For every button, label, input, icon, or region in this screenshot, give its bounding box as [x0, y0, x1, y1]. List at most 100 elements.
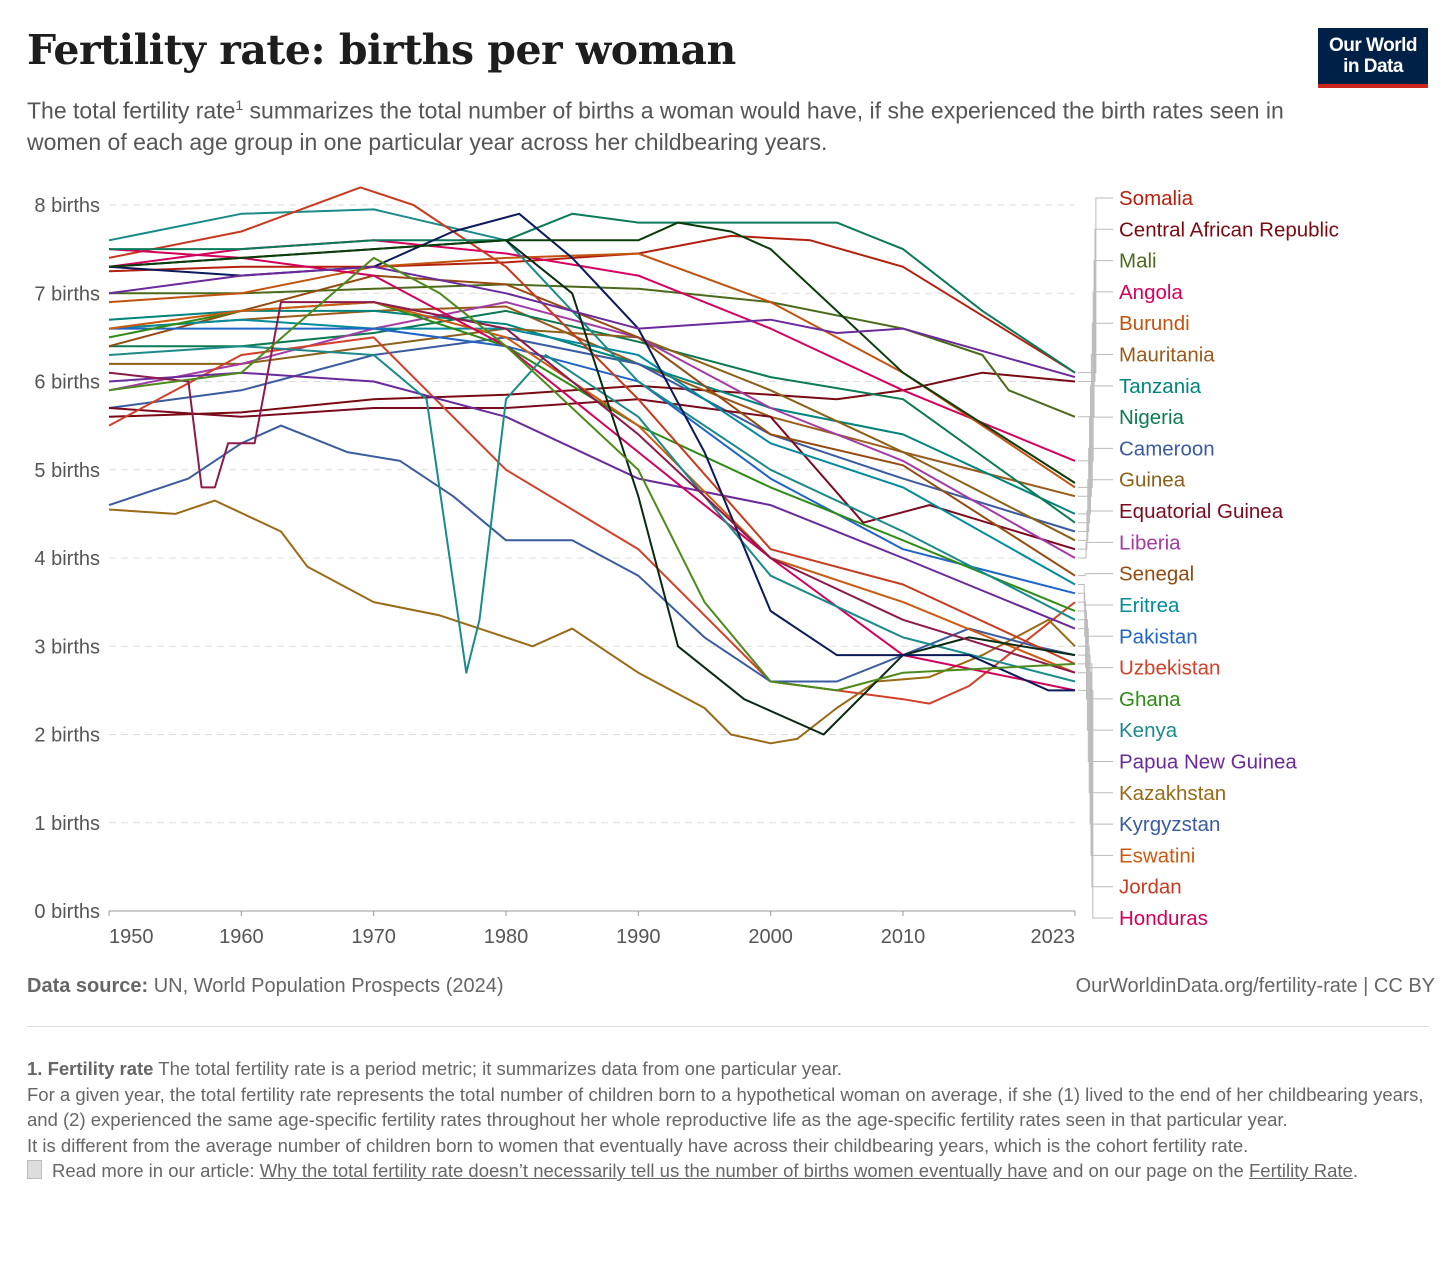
footnotes: 1. Fertility rate The total fertility ra…	[27, 1056, 1427, 1184]
series-line-liberia	[108, 301, 1076, 559]
legend-connector	[1078, 592, 1113, 637]
x-tick-label: 1960	[219, 926, 264, 948]
series-line-honduras	[108, 248, 1076, 692]
legend-label[interactable]: Kazakhstan	[1119, 782, 1226, 805]
series-line-unlabeled-24	[108, 345, 1076, 683]
series-line-burundi	[108, 252, 1076, 489]
legend-label[interactable]: Senegal	[1119, 563, 1194, 586]
y-tick-label: 2 births	[34, 725, 100, 747]
legend-label[interactable]: Ghana	[1119, 688, 1181, 711]
legend-label[interactable]: Tanzania	[1119, 375, 1202, 398]
series-line-kazakhstan	[108, 499, 1076, 745]
series-line-equatorial-guinea	[108, 398, 1076, 551]
y-tick-label: 0 births	[34, 901, 100, 923]
legend-label[interactable]: Uzbekistan	[1119, 657, 1220, 680]
note-paragraph: It is different from the average number …	[27, 1134, 1249, 1156]
x-tick-label: 2023	[1031, 926, 1076, 948]
series-line-unlabeled-26	[109, 212, 1076, 374]
y-tick-label: 1 births	[34, 813, 100, 835]
legend-connector	[1078, 654, 1113, 825]
subtitle-text: The total fertility rate	[27, 97, 236, 124]
legend-label[interactable]: Nigeria	[1119, 406, 1185, 429]
legend-connector	[1078, 541, 1113, 559]
fertility-rate-link[interactable]: Fertility Rate	[1249, 1160, 1353, 1181]
legend-connector	[1078, 573, 1113, 577]
legend-label[interactable]: Mali	[1119, 250, 1157, 273]
y-tick-label: 7 births	[34, 283, 100, 305]
legend-label[interactable]: Burundi	[1119, 312, 1190, 335]
series-line-papua-new-guinea	[108, 371, 1076, 630]
logo-line-2: in Data	[1343, 56, 1403, 77]
legend-label[interactable]: Papua New Guinea	[1119, 750, 1297, 773]
legend-label[interactable]: Pakistan	[1119, 625, 1198, 648]
chart-url[interactable]: OurWorldinData.org/fertility-rate | CC B…	[1075, 975, 1435, 997]
note-text: The total fertility rate is a period met…	[153, 1058, 843, 1079]
series-line-unlabeled-31	[108, 256, 1076, 692]
divider	[27, 1026, 1429, 1027]
x-tick-label: 1990	[616, 926, 661, 948]
owid-logo[interactable]: Our World in Data	[1318, 28, 1428, 88]
legend-label[interactable]: Mauritania	[1119, 344, 1215, 367]
legend-connector	[1078, 628, 1113, 762]
x-tick-label: 1970	[351, 926, 396, 948]
series-line-nigeria	[109, 309, 1076, 524]
series-line-pakistan	[109, 327, 1076, 595]
period: .	[1352, 1160, 1358, 1181]
y-tick-label: 5 births	[34, 460, 100, 482]
chart-title: Fertility rate: births per woman	[27, 26, 736, 74]
legend-label[interactable]: Central African Republic	[1119, 218, 1339, 241]
x-tick-label: 1950	[109, 926, 154, 948]
legend-connector	[1078, 260, 1113, 418]
series-line-unlabeled-28	[108, 221, 1076, 484]
series-line-kyrgyzstan	[108, 424, 1076, 683]
note-title: 1. Fertility rate	[27, 1058, 154, 1079]
article-link[interactable]: Why the total fertility rate doesn’t nec…	[259, 1160, 1048, 1181]
legend-label[interactable]: Equatorial Guinea	[1119, 500, 1284, 523]
y-tick-label: 8 births	[34, 195, 100, 217]
legend-label[interactable]: Angola	[1119, 281, 1183, 304]
legend-connector	[1078, 689, 1113, 919]
series-line-uzbekistan	[108, 336, 1076, 705]
legend-connector	[1078, 197, 1113, 374]
read-more-mid: and on our page on the	[1047, 1160, 1249, 1181]
chart-subtitle: The total fertility rate1 summarizes the…	[27, 90, 1307, 158]
legend-connector	[1078, 322, 1113, 488]
series-line-unlabeled-29	[108, 265, 1076, 379]
series-line-jordan	[108, 186, 1076, 665]
x-tick-label: 1980	[484, 926, 529, 948]
legend-connector	[1078, 479, 1113, 541]
document-icon	[27, 1160, 42, 1179]
legend-label[interactable]: Cameroon	[1119, 437, 1215, 460]
legend-label[interactable]: Eritrea	[1119, 594, 1180, 617]
legend-label[interactable]: Honduras	[1119, 907, 1208, 930]
legend-connector	[1078, 354, 1113, 497]
series-line-mali	[109, 283, 1076, 418]
logo-line-1: Our World	[1328, 35, 1418, 56]
legend-connector	[1078, 601, 1113, 669]
legend-label[interactable]: Kenya	[1119, 719, 1178, 742]
series-line-tanzania	[108, 309, 1076, 515]
legend-label[interactable]: Liberia	[1119, 531, 1181, 554]
legend-connector	[1078, 583, 1113, 606]
series-line-mauritania	[108, 305, 1076, 498]
series-line-unlabeled-30	[108, 301, 1076, 674]
footnote-marker[interactable]: 1	[235, 97, 244, 113]
series-line-eritrea	[108, 318, 1076, 586]
data-source: Data source: UN, World Population Prospe…	[27, 975, 504, 998]
legend-connector	[1078, 385, 1113, 515]
legend-label[interactable]: Kyrgyzstan	[1119, 813, 1220, 836]
legend-connector	[1078, 447, 1113, 533]
read-more-text: Read more in our article:	[52, 1160, 260, 1181]
legend-connector	[1078, 510, 1113, 550]
source-text[interactable]: UN, World Population Prospects (2024)	[148, 975, 504, 997]
line-chart: 0 births 1 births 2 births 3 births 4 births…	[34, 186, 1339, 948]
series-line-unlabeled-27	[108, 212, 1075, 692]
x-tick-label: 2000	[748, 926, 793, 948]
legend-label[interactable]: Jordan	[1119, 876, 1182, 899]
legend-label[interactable]: Somalia	[1119, 187, 1194, 210]
x-tick-label: 2010	[881, 926, 926, 948]
series-line-cameroon	[108, 336, 1076, 533]
y-tick-label: 3 births	[34, 636, 100, 658]
legend-label[interactable]: Guinea	[1119, 469, 1186, 492]
legend-label[interactable]: Eswatini	[1119, 844, 1195, 867]
